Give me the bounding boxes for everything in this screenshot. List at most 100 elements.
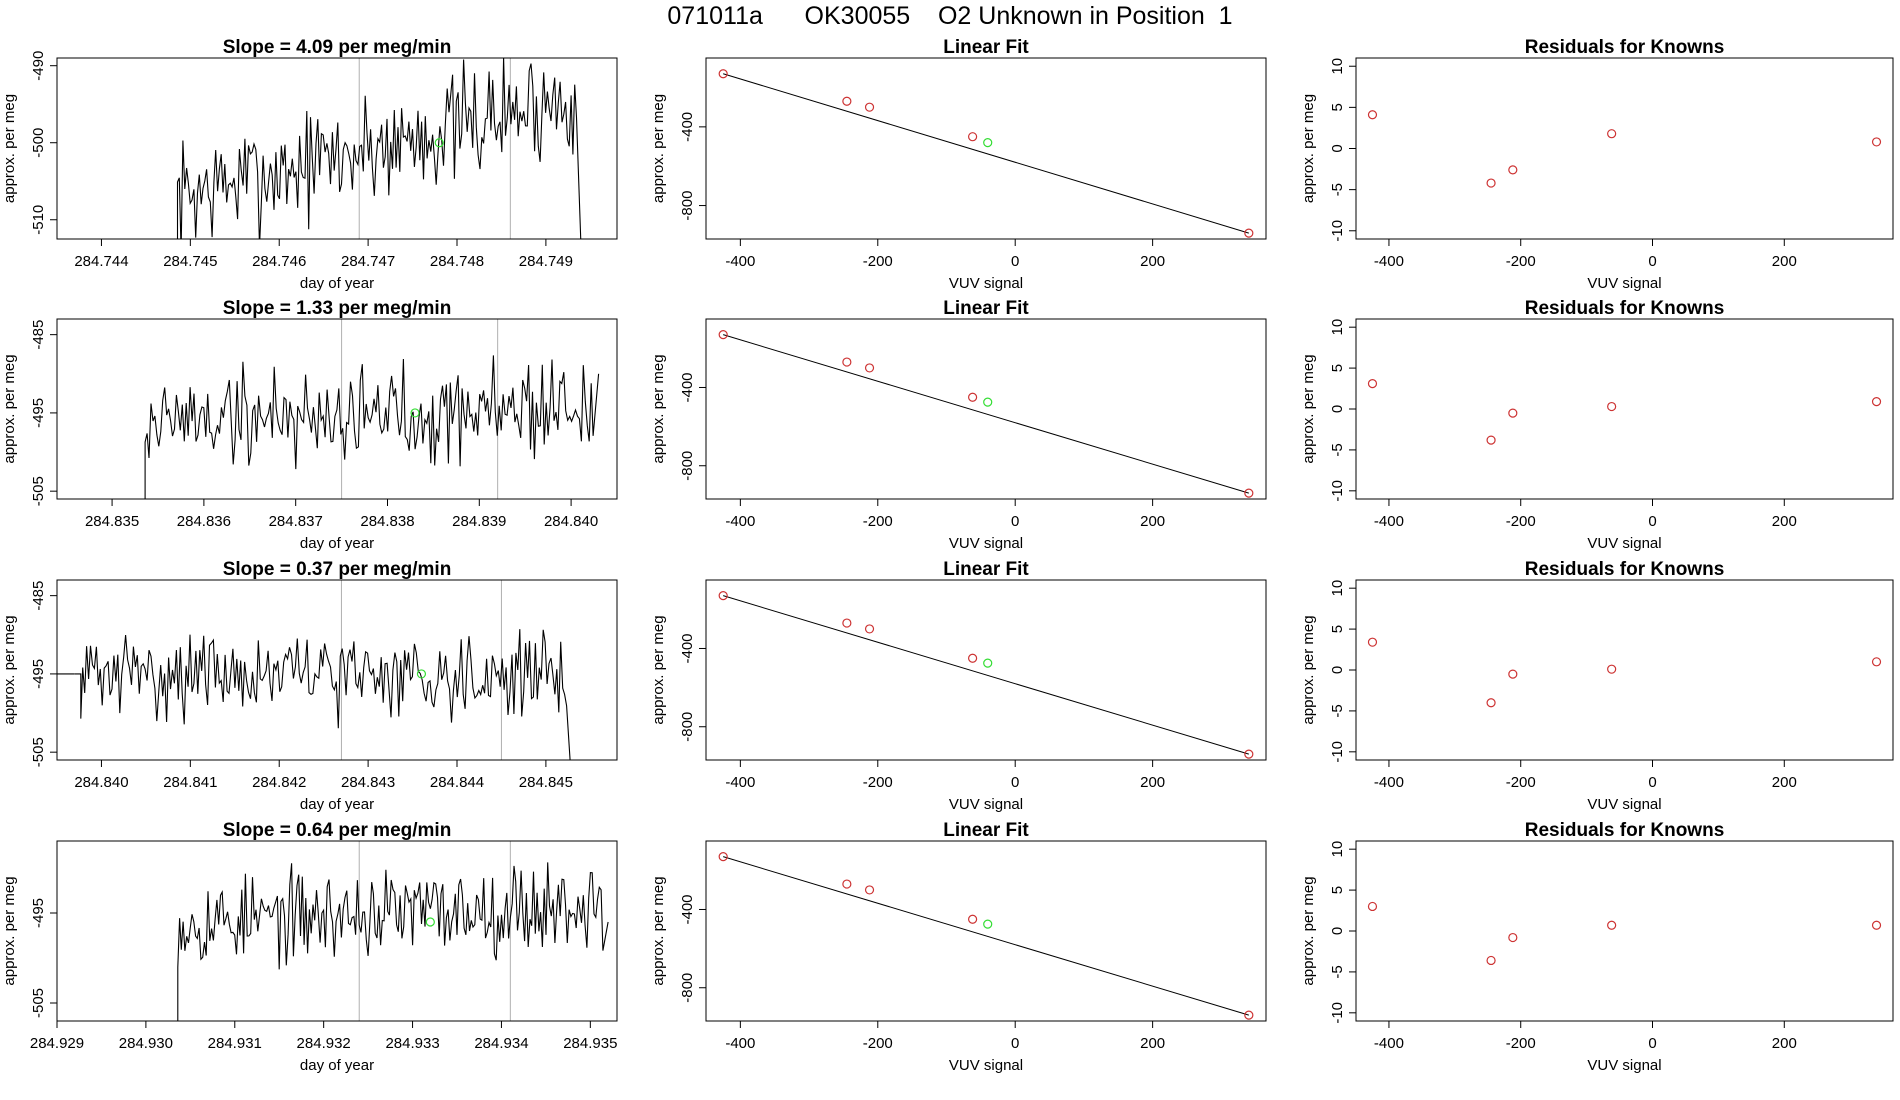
y-axis-label: approx. per meg (1, 615, 18, 724)
plot-frame (56, 318, 618, 500)
panel-title: Residuals for Knowns (1525, 37, 1725, 58)
plot-frame (705, 840, 1267, 1022)
panel-title: Slope = 0.64 per meg/min (223, 820, 452, 841)
x-tick-label: -400 (1374, 1035, 1404, 1052)
y-tick-label: 5 (1329, 364, 1346, 372)
plot-area (718, 69, 1254, 238)
x-tick-label: 284.841 (163, 774, 217, 791)
y-axis-label: approx. per meg (1, 94, 18, 203)
residual-point (1367, 110, 1378, 120)
panel-title: Linear Fit (943, 820, 1029, 841)
panel-time-series-1: Slope = 4.09 per meg/min day of year appro… (1, 37, 618, 292)
x-tick-label: 284.840 (74, 774, 128, 791)
data-series-line (74, 629, 571, 760)
x-tick-label: 0 (1648, 774, 1656, 791)
unknown-point (416, 669, 427, 679)
x-tick-label: 284.835 (85, 513, 139, 530)
known-point (718, 591, 728, 601)
x-tick-label: -200 (863, 1035, 893, 1052)
plot-frame (1355, 840, 1894, 1022)
y-tick-label: -495 (30, 898, 47, 928)
x-tick-label: 284.930 (119, 1035, 173, 1052)
residual-point (1871, 137, 1882, 147)
plot-frame (705, 57, 1267, 240)
y-axis-label: approx. per meg (650, 615, 667, 724)
y-tick-label: 10 (1329, 841, 1346, 858)
unknown-point (410, 408, 420, 418)
x-tick-label: 284.748 (430, 253, 484, 270)
known-point (1244, 488, 1254, 498)
x-tick-label: 0 (1011, 774, 1019, 791)
panel-title: Linear Fit (943, 298, 1029, 319)
x-tick-label: 200 (1772, 774, 1797, 791)
y-tick-label: 0 (1329, 666, 1346, 674)
y-tick-label: -510 (30, 205, 47, 235)
unknown-point (434, 138, 444, 148)
y-tick-label: 10 (1329, 580, 1346, 597)
x-axis-label: VUV signal (949, 275, 1023, 292)
fit-line (723, 856, 1249, 1016)
x-tick-label: -400 (1374, 513, 1404, 530)
y-axis-label: approx. per meg (1, 876, 18, 985)
plot-area (718, 852, 1254, 1020)
y-tick-label: 0 (1329, 927, 1346, 935)
data-series-line (177, 862, 609, 1021)
y-tick-label: 0 (1329, 405, 1346, 413)
x-tick-label: 284.931 (208, 1035, 262, 1052)
known-point (842, 618, 852, 628)
known-point (1244, 749, 1254, 759)
y-tick-label: -505 (30, 988, 47, 1018)
page-title: 071011a OK30055 O2 Unknown in Position 1 (667, 2, 1233, 30)
y-tick-label: -10 (1329, 1002, 1346, 1024)
x-tick-label: -200 (863, 253, 893, 270)
y-axis-label: approx. per meg (650, 876, 667, 985)
panel-time-series-4: Slope = 0.64 per meg/min day of year appro… (1, 820, 618, 1074)
residual-point (1367, 637, 1378, 647)
x-tick-label: 284.837 (269, 513, 323, 530)
y-axis-label: approx. per meg (1, 354, 18, 463)
unknown-point (983, 658, 993, 668)
residual-point (1607, 920, 1617, 930)
y-tick-label: -400 (679, 372, 696, 402)
plot-area (718, 591, 1254, 759)
x-tick-label: 200 (1140, 774, 1165, 791)
x-tick-label: -400 (725, 774, 755, 791)
x-tick-label: -200 (1506, 513, 1536, 530)
residual-point (1508, 669, 1518, 679)
plot-area (1367, 110, 1882, 188)
known-point (718, 852, 728, 862)
x-tick-label: -400 (725, 253, 755, 270)
known-point (864, 363, 875, 373)
y-tick-label: -400 (679, 894, 696, 924)
y-axis-label: approx. per meg (1300, 354, 1317, 463)
panel-time-series-3: Slope = 0.37 per meg/min day of year appro… (1, 559, 618, 813)
plot-frame (705, 318, 1267, 500)
panel-title: Residuals for Knowns (1525, 298, 1725, 319)
y-tick-label: -400 (679, 633, 696, 663)
y-tick-label: -800 (679, 191, 696, 221)
residual-point (1367, 901, 1378, 912)
known-point (864, 102, 875, 112)
x-tick-label: 200 (1772, 513, 1797, 530)
plot-frame (1355, 579, 1894, 761)
residual-point (1508, 932, 1518, 943)
panel-residuals-4: Residuals for Knowns VUV signal approx. pe… (1300, 820, 1894, 1074)
x-tick-label: 0 (1648, 513, 1656, 530)
x-axis-label: VUV signal (1587, 275, 1661, 292)
x-tick-label: -200 (863, 513, 893, 530)
panel-title: Linear Fit (943, 559, 1029, 580)
panel-linear-fit-4: Linear Fit VUV signal approx. per meg -400 -… (650, 820, 1267, 1074)
y-tick-label: 5 (1329, 886, 1346, 894)
y-axis-label: approx. per meg (650, 94, 667, 203)
unknown-point (983, 397, 993, 407)
x-axis-label: day of year (300, 796, 374, 813)
known-point (842, 96, 852, 106)
y-tick-label: -5 (1329, 965, 1346, 978)
panel-title: Linear Fit (943, 37, 1029, 58)
known-point (968, 653, 978, 663)
plot-area (1367, 637, 1882, 708)
y-axis-label: approx. per meg (1300, 876, 1317, 985)
y-tick-label: -485 (30, 320, 47, 350)
fit-line (723, 595, 1249, 755)
